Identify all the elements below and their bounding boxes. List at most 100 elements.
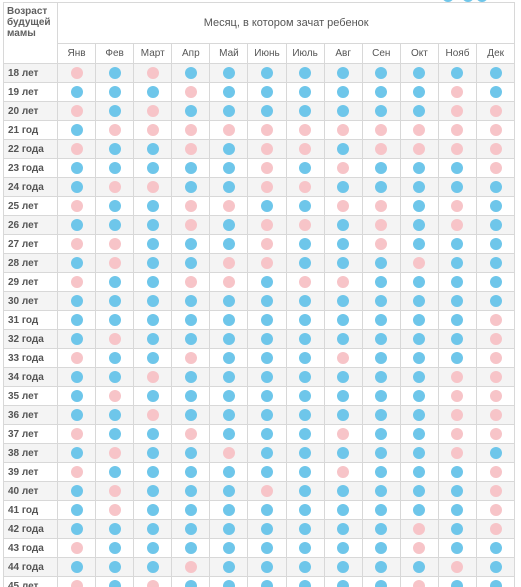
boy-dot-icon — [413, 484, 426, 497]
prediction-cell — [133, 538, 173, 558]
prediction-cell — [133, 405, 173, 425]
prediction-cell — [437, 120, 478, 140]
girl-dot-icon — [261, 142, 274, 155]
mother-age-label: 26 лет — [3, 215, 58, 235]
mother-age-header: Возраст будущей мамы — [3, 2, 58, 64]
prediction-cell — [209, 120, 249, 140]
table-row: 23 года — [3, 158, 516, 178]
prediction-cell — [323, 500, 363, 520]
prediction-cell — [171, 348, 211, 368]
boy-dot-icon — [337, 180, 350, 193]
prediction-cell — [399, 386, 439, 406]
boy-dot-icon — [261, 85, 274, 98]
prediction-cell — [247, 329, 287, 349]
boy-dot-icon — [299, 427, 312, 440]
prediction-cell — [476, 443, 516, 463]
prediction-cell — [247, 443, 287, 463]
girl-dot-icon — [413, 123, 426, 136]
boy-dot-icon — [261, 313, 274, 326]
prediction-cell — [399, 310, 439, 330]
prediction-cell — [323, 481, 363, 501]
prediction-cell — [361, 576, 401, 587]
girl-dot-icon — [70, 465, 83, 478]
prediction-cell — [399, 196, 439, 216]
boy-dot-icon — [413, 427, 426, 440]
prediction-cell — [95, 500, 135, 520]
boy-dot-icon — [413, 85, 426, 98]
prediction-cell — [209, 63, 249, 83]
boy-dot-icon — [299, 446, 312, 459]
boy-dot-icon — [489, 446, 502, 459]
prediction-cell — [476, 196, 516, 216]
boy-dot-icon — [222, 313, 235, 326]
prediction-cell — [476, 405, 516, 425]
boy-dot-icon — [413, 104, 426, 117]
prediction-cell — [437, 348, 478, 368]
boy-dot-icon — [299, 313, 312, 326]
prediction-cell — [323, 215, 363, 235]
prediction-cell — [437, 82, 478, 102]
prediction-cell — [209, 500, 249, 520]
prediction-cell — [209, 576, 249, 587]
boy-dot-icon — [108, 351, 121, 364]
boy-dot-icon — [222, 560, 235, 573]
boy-dot-icon — [70, 446, 83, 459]
prediction-cell — [209, 196, 249, 216]
prediction-cell — [437, 519, 478, 539]
table-row: 22 года — [3, 139, 516, 159]
prediction-cell — [285, 519, 325, 539]
mother-age-label: 19 лет — [3, 82, 58, 102]
prediction-cell — [56, 63, 97, 83]
prediction-cell — [247, 253, 287, 273]
girl-dot-icon — [70, 579, 83, 587]
prediction-cell — [95, 215, 135, 235]
prediction-cell — [285, 481, 325, 501]
boy-dot-icon — [337, 313, 350, 326]
prediction-cell — [437, 310, 478, 330]
prediction-cell — [323, 177, 363, 197]
boy-dot-icon — [489, 294, 502, 307]
prediction-cell — [209, 139, 249, 159]
prediction-cell — [171, 158, 211, 178]
prediction-cell — [171, 367, 211, 387]
prediction-cell — [247, 215, 287, 235]
girl-dot-icon — [337, 199, 350, 212]
girl-dot-icon — [146, 104, 159, 117]
girl-dot-icon — [108, 446, 121, 459]
prediction-cell — [323, 405, 363, 425]
prediction-cell — [133, 557, 173, 577]
prediction-cell — [247, 519, 287, 539]
prediction-cell — [476, 367, 516, 387]
boy-dot-icon — [146, 465, 159, 478]
prediction-cell — [56, 424, 97, 444]
girl-dot-icon — [70, 351, 83, 364]
boy-dot-icon — [184, 313, 197, 326]
prediction-cell — [171, 63, 211, 83]
boy-dot-icon — [451, 237, 464, 250]
mother-age-label: 24 года — [3, 177, 58, 197]
table-row: 40 лет — [3, 481, 516, 501]
boy-dot-icon — [451, 351, 464, 364]
boy-dot-icon — [146, 541, 159, 554]
prediction-cell — [323, 253, 363, 273]
prediction-cell — [171, 576, 211, 587]
boy-dot-icon — [146, 218, 159, 231]
prediction-cell — [323, 519, 363, 539]
prediction-cell — [399, 120, 439, 140]
prediction-cell — [399, 139, 439, 159]
prediction-cell — [209, 538, 249, 558]
prediction-cell — [133, 462, 173, 482]
boy-dot-icon — [70, 218, 83, 231]
boy-dot-icon — [299, 256, 312, 269]
boy-dot-icon — [184, 408, 197, 421]
girl-dot-icon — [451, 218, 464, 231]
prediction-cell — [437, 367, 478, 387]
girl-dot-icon — [146, 579, 159, 587]
prediction-cell — [476, 557, 516, 577]
prediction-cell — [95, 424, 135, 444]
boy-dot-icon — [108, 66, 121, 79]
boy-dot-icon — [146, 142, 159, 155]
boy-dot-icon — [375, 294, 388, 307]
prediction-cell — [361, 443, 401, 463]
girl-dot-icon — [489, 389, 502, 402]
